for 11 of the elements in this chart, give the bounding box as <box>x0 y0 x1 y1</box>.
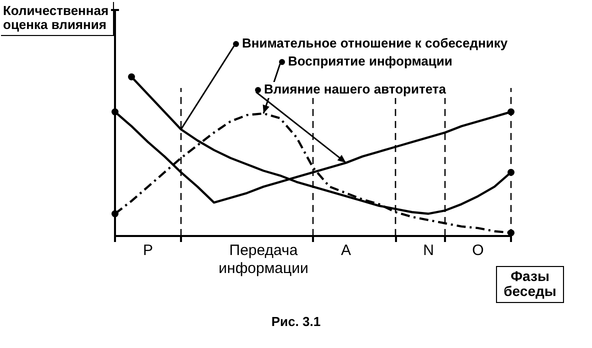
legend-label: Влияние нашего авторитета <box>264 82 447 97</box>
x-tick-label: A <box>340 242 352 260</box>
text: Рис. 3.1 <box>270 314 322 329</box>
x-tick-label: Передача информации <box>218 242 308 278</box>
legend-label: Внимательное отношение к собеседнику <box>242 36 508 51</box>
x-tick-label: O <box>472 242 484 260</box>
x-axis-title: Фазы беседы <box>496 266 564 303</box>
y-axis-title: Количественная оценка влияния <box>1 2 114 36</box>
legend-label: Восприятие информации <box>288 54 452 69</box>
x-tick-label: P <box>142 242 154 260</box>
x-tick-label: N <box>423 242 434 260</box>
